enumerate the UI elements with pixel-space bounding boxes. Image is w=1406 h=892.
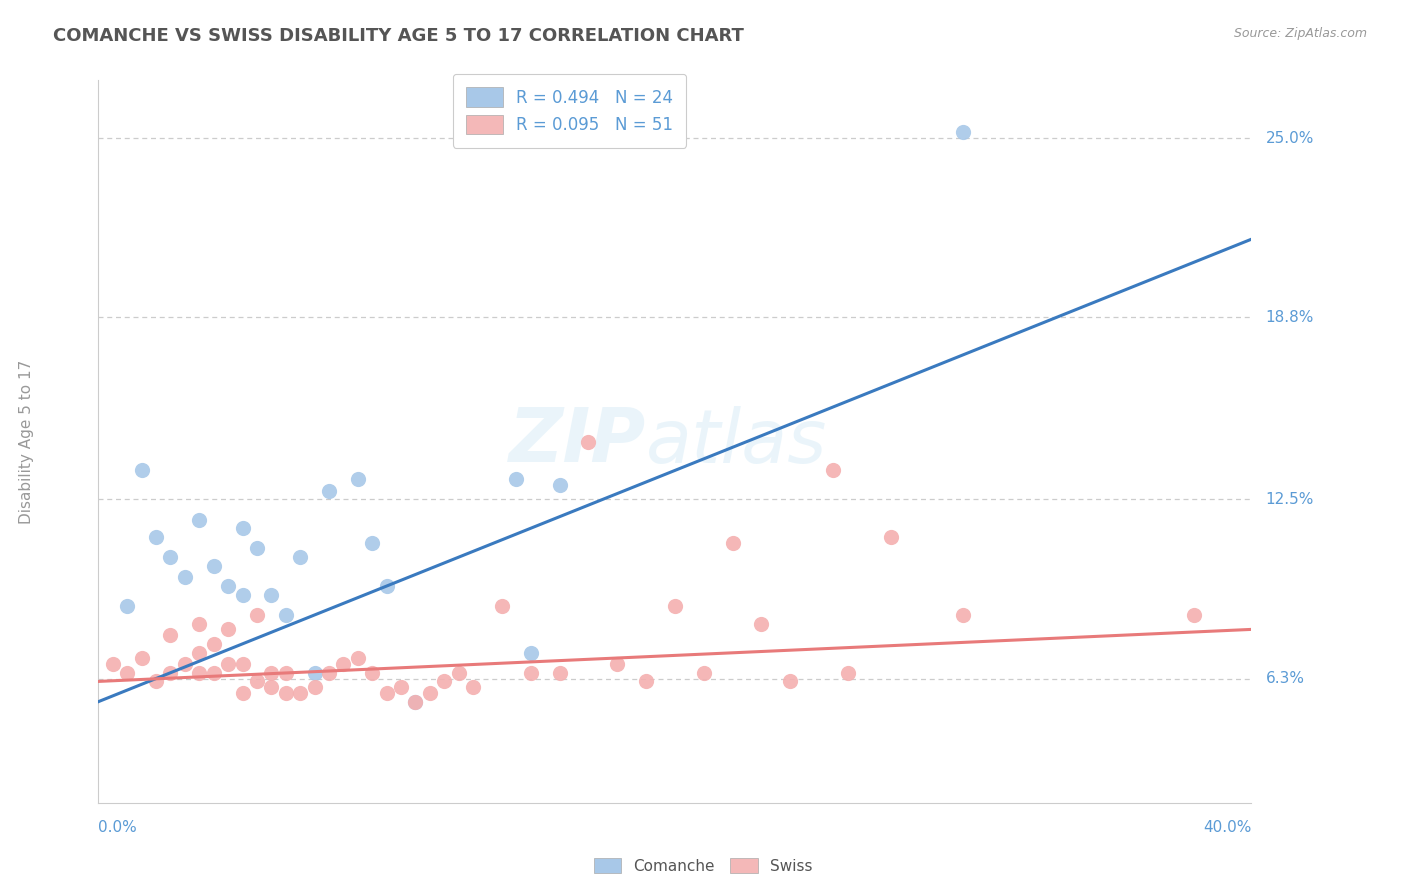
Text: Source: ZipAtlas.com: Source: ZipAtlas.com	[1233, 27, 1367, 40]
Point	[246, 674, 269, 689]
Point	[145, 530, 167, 544]
Point	[304, 680, 326, 694]
Point	[145, 674, 167, 689]
Point	[952, 607, 974, 622]
Point	[347, 651, 370, 665]
Point	[520, 665, 543, 680]
Text: 12.5%: 12.5%	[1265, 491, 1315, 507]
Point	[721, 535, 744, 549]
Point	[419, 686, 441, 700]
Legend: R = 0.494   N = 24, R = 0.095   N = 51: R = 0.494 N = 24, R = 0.095 N = 51	[453, 74, 686, 148]
Point	[117, 599, 139, 614]
Legend: Comanche, Swiss: Comanche, Swiss	[588, 852, 818, 880]
Point	[217, 579, 239, 593]
Point	[159, 628, 181, 642]
Point	[246, 607, 269, 622]
Point	[131, 463, 153, 477]
Point	[405, 695, 427, 709]
Point	[347, 472, 370, 486]
Point	[463, 680, 485, 694]
Point	[361, 535, 384, 549]
Point	[548, 665, 571, 680]
Point	[159, 550, 181, 565]
Point	[520, 646, 543, 660]
Point	[779, 674, 801, 689]
Point	[231, 521, 254, 535]
Point	[174, 657, 197, 671]
Point	[246, 541, 269, 556]
Point	[290, 686, 312, 700]
Point	[159, 665, 181, 680]
Point	[751, 616, 773, 631]
Point	[606, 657, 628, 671]
Point	[231, 588, 254, 602]
Text: 18.8%: 18.8%	[1265, 310, 1315, 325]
Point	[1182, 607, 1205, 622]
Point	[578, 434, 600, 449]
Point	[361, 665, 384, 680]
Point	[290, 550, 312, 565]
Point	[101, 657, 124, 671]
Point	[548, 478, 571, 492]
Point	[332, 657, 354, 671]
Point	[274, 607, 297, 622]
Point	[231, 686, 254, 700]
Point	[131, 651, 153, 665]
Text: COMANCHE VS SWISS DISABILITY AGE 5 TO 17 CORRELATION CHART: COMANCHE VS SWISS DISABILITY AGE 5 TO 17…	[53, 27, 744, 45]
Point	[260, 588, 283, 602]
Point	[693, 665, 716, 680]
Point	[318, 483, 340, 498]
Point	[188, 512, 211, 526]
Point	[375, 579, 398, 593]
Text: 25.0%: 25.0%	[1265, 130, 1315, 145]
Point	[664, 599, 686, 614]
Point	[188, 646, 211, 660]
Text: Disability Age 5 to 17: Disability Age 5 to 17	[18, 359, 34, 524]
Point	[274, 665, 297, 680]
Point	[433, 674, 456, 689]
Point	[174, 570, 197, 584]
Point	[304, 665, 326, 680]
Point	[260, 680, 283, 694]
Text: 6.3%: 6.3%	[1265, 671, 1305, 686]
Point	[952, 125, 974, 139]
Text: ZIP: ZIP	[509, 405, 647, 478]
Point	[880, 530, 903, 544]
Text: 40.0%: 40.0%	[1204, 820, 1251, 835]
Point	[274, 686, 297, 700]
Point	[636, 674, 658, 689]
Point	[447, 665, 470, 680]
Point	[188, 665, 211, 680]
Point	[117, 665, 139, 680]
Text: atlas: atlas	[647, 406, 828, 477]
Point	[202, 558, 225, 573]
Point	[375, 686, 398, 700]
Point	[260, 665, 283, 680]
Point	[405, 695, 427, 709]
Point	[823, 463, 845, 477]
Point	[389, 680, 412, 694]
Point	[837, 665, 859, 680]
Point	[231, 657, 254, 671]
Point	[188, 616, 211, 631]
Point	[217, 657, 239, 671]
Text: 0.0%: 0.0%	[98, 820, 138, 835]
Point	[202, 665, 225, 680]
Point	[491, 599, 513, 614]
Point	[505, 472, 527, 486]
Point	[217, 623, 239, 637]
Point	[202, 637, 225, 651]
Point	[318, 665, 340, 680]
